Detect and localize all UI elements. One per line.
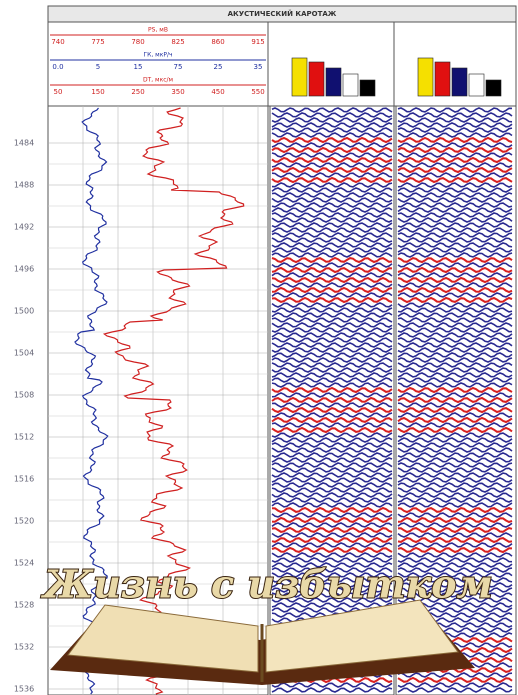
- header-bar: [435, 62, 450, 96]
- scale-name: DT, мкс/м: [143, 77, 173, 84]
- header-bar: [326, 68, 341, 96]
- scale-tick: 75: [174, 63, 183, 71]
- depth-label: 1528: [14, 601, 34, 610]
- scale-tick: 150: [91, 88, 104, 96]
- scale-tick: 5: [96, 63, 100, 71]
- depth-label: 1516: [14, 475, 34, 484]
- depth-label: 1488: [14, 181, 34, 190]
- scale-tick: 250: [131, 88, 144, 96]
- header-bar: [360, 80, 375, 96]
- header-bar: [309, 62, 324, 96]
- scale-tick: 450: [211, 88, 224, 96]
- scale-tick: 860: [211, 38, 224, 46]
- log-track: [48, 106, 268, 695]
- scale-tick: 550: [251, 88, 264, 96]
- scale-tick: 825: [171, 38, 184, 46]
- scale-tick: 780: [131, 38, 144, 46]
- depth-label: 1508: [14, 391, 34, 400]
- scale-tick: 25: [214, 63, 223, 71]
- caption: Жизнь с избытком: [40, 562, 493, 607]
- scale-tick: 35: [254, 63, 263, 71]
- scale-tick: 50: [54, 88, 63, 96]
- header-bar: [469, 74, 484, 96]
- depth-label: 1536: [14, 685, 34, 694]
- depth-label: 1504: [14, 349, 34, 358]
- depth-label: 1532: [14, 643, 34, 652]
- scale-tick: 740: [51, 38, 64, 46]
- scale-tick: 350: [171, 88, 184, 96]
- header-bar: [343, 74, 358, 96]
- depth-label: 1500: [14, 307, 34, 316]
- depth-label: 1484: [14, 139, 34, 148]
- depth-label: 1520: [14, 517, 34, 526]
- header-bar: [486, 80, 501, 96]
- page: АКУСТИЧЕСКИЙ КАРОТАЖ PS, мВ 740 775 780 825 8…: [0, 0, 518, 695]
- scale-tick: 775: [91, 38, 104, 46]
- scale-tick: 915: [251, 38, 264, 46]
- scale-name: PS, мВ: [148, 27, 168, 34]
- header-bar: [292, 58, 307, 96]
- log-title: АКУСТИЧЕСКИЙ КАРОТАЖ: [228, 9, 337, 18]
- scale-tick: 0.0: [52, 63, 63, 71]
- scale-name: ГК, мкР/ч: [143, 52, 172, 59]
- depth-label: 1512: [14, 433, 34, 442]
- scale-tick: 15: [134, 63, 143, 71]
- header-bar: [418, 58, 433, 96]
- depth-label: 1496: [14, 265, 34, 274]
- depth-label: 1492: [14, 223, 34, 232]
- header-bar: [452, 68, 467, 96]
- depth-label: 1524: [14, 559, 34, 568]
